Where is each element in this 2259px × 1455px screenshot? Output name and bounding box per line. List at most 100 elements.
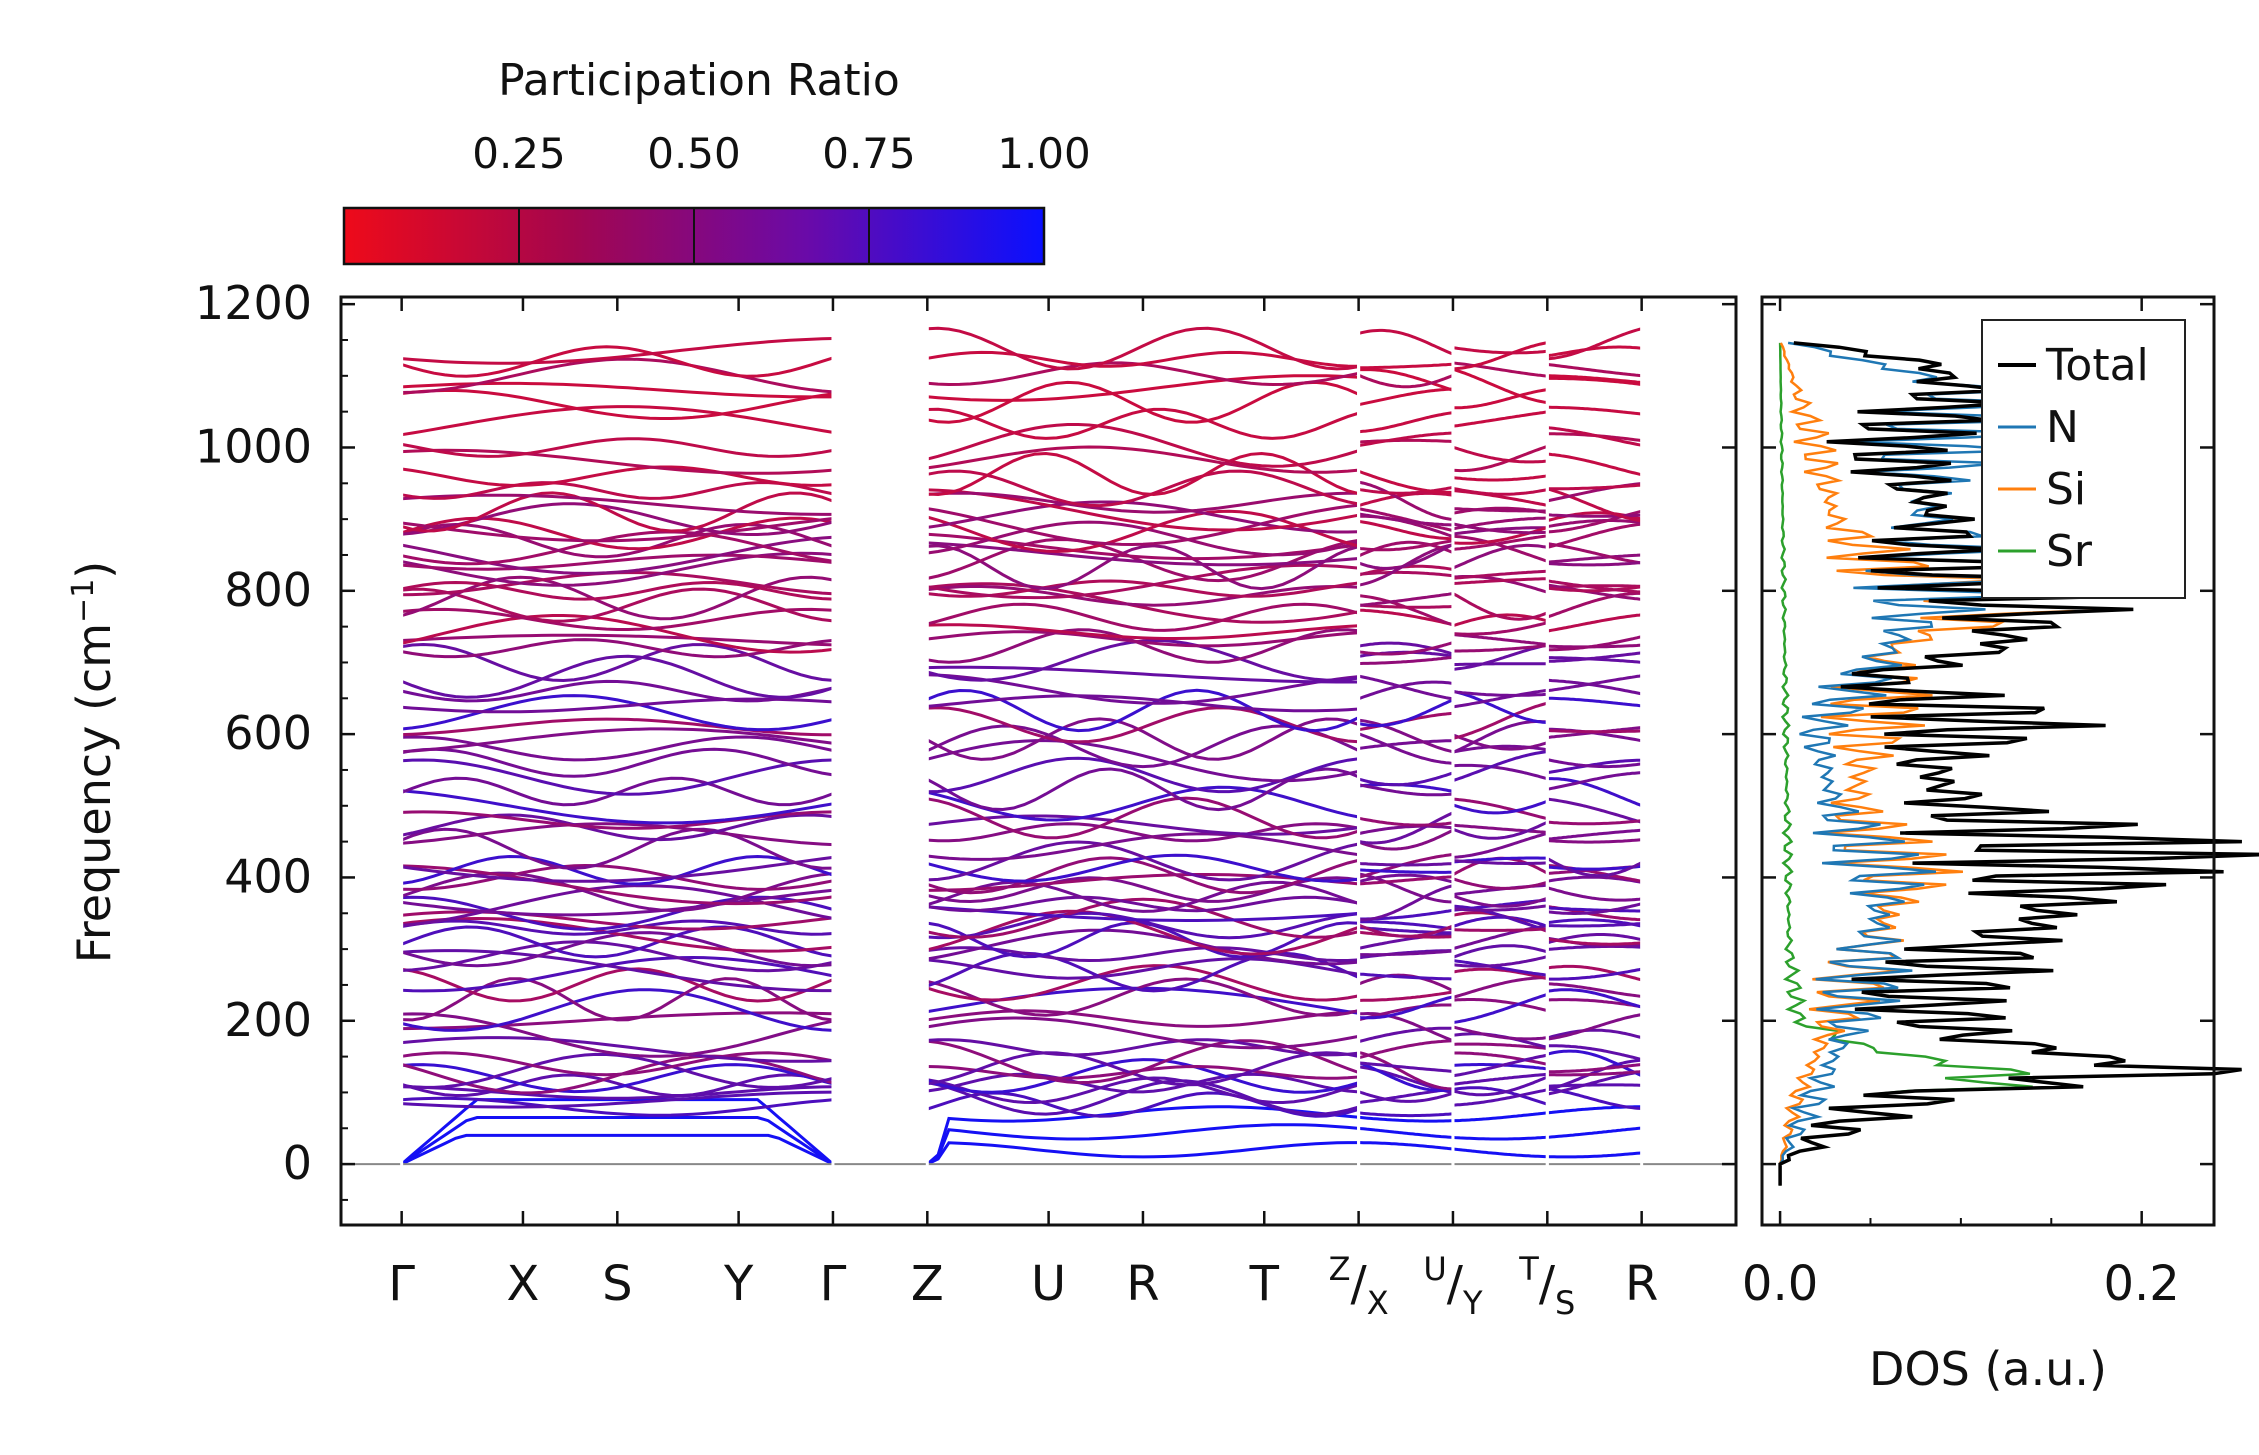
y-tick-label: 200 (224, 993, 312, 1047)
band-line (1452, 526, 1548, 536)
band-line (1358, 884, 1454, 922)
band-line (401, 679, 834, 703)
band-line (926, 509, 1360, 554)
band-line (1547, 797, 1643, 824)
band-line (401, 813, 834, 842)
band-line (927, 488, 1359, 532)
colorbar: Participation Ratio 0.25 0.50 0.75 1.00 (342, 55, 1091, 266)
band-line (1547, 967, 1643, 981)
band-line (1547, 651, 1642, 663)
band-line (1546, 591, 1642, 619)
band-line (1358, 608, 1454, 627)
band-line (927, 911, 1359, 940)
band-line (401, 955, 834, 993)
band-line (401, 727, 834, 754)
band-line (1452, 831, 1548, 859)
dos-x-axis-label: DOS (a.u.) (1869, 1342, 2107, 1396)
band-line (1547, 1063, 1642, 1074)
band-line (1358, 507, 1454, 532)
band-line (1547, 758, 1642, 775)
band-line (1452, 998, 1548, 1012)
band-line (1358, 680, 1454, 701)
band-line (927, 579, 1359, 598)
y-tick-label: 0 (283, 1136, 312, 1190)
band-line (927, 1076, 1360, 1105)
band-line (1452, 701, 1548, 740)
band-line (1452, 1147, 1548, 1159)
band-line (1452, 1111, 1548, 1123)
band-line (1452, 577, 1548, 586)
dos-line-sr (1778, 342, 2033, 1186)
band-line (1452, 346, 1548, 355)
band-line (927, 905, 1359, 922)
band-line (1452, 592, 1548, 621)
band-line (401, 654, 834, 699)
band-line (1358, 519, 1454, 541)
x-tick-label-sup: Z (1329, 1250, 1351, 1288)
band-line (927, 563, 1359, 600)
band-line (1547, 982, 1642, 998)
band-line (401, 553, 834, 571)
legend-label: Total (2045, 340, 2149, 391)
band-line (1547, 362, 1642, 378)
band-line (1547, 674, 1642, 693)
band-line (1358, 875, 1454, 886)
band-line (1358, 949, 1454, 957)
band-line (1358, 732, 1454, 765)
band-line (1547, 405, 1642, 416)
band-line (1546, 1028, 1643, 1040)
x-tick-label: T/S (1518, 1250, 1575, 1322)
band-line (927, 326, 1359, 371)
band-line (1547, 678, 1643, 696)
band-line (1452, 522, 1548, 535)
band-line (927, 832, 1359, 861)
band-line (1547, 635, 1643, 652)
y-axis-label-text: Frequency (cm (67, 623, 121, 963)
band-line (401, 863, 834, 891)
band-line (1547, 777, 1643, 808)
band-line (1358, 816, 1454, 827)
band-line (401, 925, 834, 959)
band-line (927, 520, 1359, 557)
band-line (927, 491, 1359, 514)
band-line (1358, 824, 1454, 836)
band-line (401, 607, 834, 631)
band-line (401, 949, 833, 993)
band-line (1452, 388, 1548, 410)
band-line (1452, 633, 1548, 646)
x-tick-label-sub: Y (1462, 1284, 1483, 1322)
x-tick-label: R (1126, 1256, 1159, 1312)
band-line (1547, 1013, 1642, 1041)
colorbar-tick-label: 0.75 (822, 129, 916, 178)
band-line (927, 503, 1359, 547)
band-line (927, 407, 1360, 440)
band-line (927, 895, 1359, 913)
band-line (400, 1098, 834, 1166)
band-line (1452, 1088, 1548, 1107)
band-line (1547, 906, 1642, 913)
dos-line-si (1778, 342, 2118, 1186)
band-line (1452, 733, 1548, 751)
band-line (1358, 739, 1454, 750)
x-tick-label: U/Y (1423, 1250, 1483, 1322)
band-line (401, 694, 834, 732)
colorbar-tick-label: 0.50 (647, 129, 741, 178)
band-line (401, 1012, 834, 1058)
band-line (1547, 561, 1642, 567)
band-line (401, 389, 834, 420)
band-line (1452, 1053, 1548, 1078)
band-line (1452, 569, 1548, 580)
band-line (1358, 512, 1453, 527)
band-line (401, 855, 834, 883)
band-line (401, 580, 834, 601)
band-line (401, 638, 834, 659)
y-tick-label: 1000 (195, 419, 312, 473)
x-tick-label-sub: S (1555, 1284, 1575, 1322)
band-line (1547, 1070, 1642, 1077)
band-line (1546, 613, 1642, 633)
band-line (927, 361, 1359, 387)
y-tick-label: 400 (224, 849, 312, 903)
band-line (1452, 1135, 1548, 1141)
band-line (1358, 868, 1453, 874)
